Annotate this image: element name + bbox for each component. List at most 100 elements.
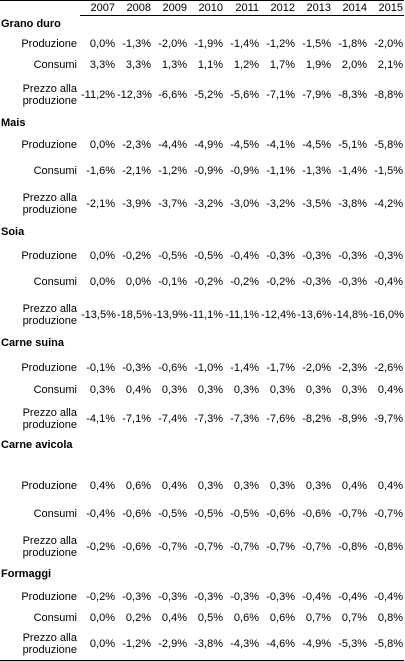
cell-value: -8,9% [338,412,367,425]
cell-value: -3,8% [194,638,223,651]
row-label: Prezzo alla produzione [22,534,77,559]
cell-value: -5,8% [374,138,403,151]
cell-value: 0,3% [233,384,259,396]
group-row: Carne suina [0,335,404,356]
data-row: Prezzo alla produzione -4,1% -7,1% -7,4% -7,… [0,401,404,437]
cell-value: -7,9% [302,88,331,101]
data-row: Produzione -0,2% -0,3% -0,3% -0,3% -0,3% -0,3%… [0,587,404,608]
row-label: Produzione [21,591,77,603]
cell-value: -14,8% [333,308,368,321]
cell-value: -7,3% [194,412,223,425]
data-row: Consumi -0,4% -0,6% -0,5% -0,5% -0,5% -0,6% -0,… [0,500,404,528]
cell-value: -2,0% [158,37,187,50]
cell-value: -8,3% [338,88,367,101]
group-row: Carne avicola [0,437,404,472]
cell-value: -9,7% [374,412,403,425]
row-label: Produzione [21,37,77,50]
cell-value: -5,3% [338,638,367,651]
cell-value: -4,5% [302,138,331,151]
cell-value: -5,1% [338,138,367,151]
cell-value: -0,8% [338,540,367,553]
cell-value: -4,9% [194,138,223,151]
data-row: Consumi 0,0% 0,0% -0,1% -0,2% -0,2% -0,2% -0,3%… [0,269,404,295]
cell-value: 0,4% [161,612,187,624]
cell-value: 2,0% [341,58,367,71]
cell-value: 0,7% [341,612,367,624]
cell-value: -4,3% [230,638,259,651]
cell-value: -0,4% [338,591,367,603]
data-row: Prezzo alla produzione -11,2% -12,3% -6,6% -… [0,75,404,115]
cell-value: -7,6% [266,412,295,425]
cell-value: -0,3% [230,591,259,603]
cell-value: -0,3% [122,361,151,374]
cell-value: -1,5% [302,37,331,50]
cell-value: -13,9% [153,308,188,321]
year-header: 2009 [152,0,188,16]
row-label: Consumi [33,612,77,624]
cell-value: -1,2% [122,638,151,651]
cell-value: 0,0% [89,275,115,288]
cell-value: -0,3% [158,591,187,603]
cell-value: 0,3% [197,384,223,396]
cell-value: -7,4% [158,412,187,425]
cell-value: 0,4% [125,384,151,396]
cell-value: -11,1% [189,308,224,321]
year-header: 2011 [224,0,260,16]
cell-value: -5,2% [194,88,223,101]
cell-value: -1,3% [302,164,331,177]
row-label: Consumi [33,275,77,288]
cell-value: -12,4% [261,308,296,321]
cell-value: -0,5% [194,507,223,520]
year-header: 2013 [296,0,332,16]
year-header: 2015 [368,0,404,16]
cell-value: 0,6% [269,612,295,624]
group-title: Carne suina [1,336,64,349]
cell-value: -1,4% [230,37,259,50]
cell-value: -0,1% [158,275,187,288]
cell-value: 0,3% [305,384,331,396]
cell-value: -0,4% [374,275,403,288]
cell-value: -5,8% [374,638,403,651]
data-row: Produzione 0,0% -2,3% -4,4% -4,9% -4,5% -4,1% -… [0,132,404,158]
cell-value: -1,5% [374,164,403,177]
cell-value: 0,3% [269,384,295,396]
cell-value: 0,6% [125,479,151,492]
row-label: Consumi [33,507,77,520]
group-row: Mais [0,115,404,132]
cell-value: -0,5% [230,507,259,520]
cell-value: -1,4% [338,164,367,177]
group-title: Soia [1,225,25,238]
cell-value: -4,1% [86,412,115,425]
cell-value: -0,5% [194,249,223,262]
cell-value: -3,9% [122,197,151,210]
cell-value: -4,1% [266,138,295,151]
row-label: Prezzo alla produzione [22,82,77,107]
cell-value: 0,3% [269,479,295,492]
data-row: Prezzo alla produzione -2,1% -3,9% -3,7% -3,… [0,184,404,224]
cell-value: -0,7% [194,540,223,553]
cell-value: -13,5% [81,308,116,321]
cell-value: -3,0% [230,197,259,210]
cell-value: -1,4% [230,361,259,374]
cell-value: -2,1% [86,197,115,210]
cell-value: -1,0% [194,361,223,374]
data-row: Consumi -1,6% -2,1% -1,2% -0,9% -0,9% -1,1% -1,… [0,158,404,184]
cell-value: 0,3% [233,479,259,492]
row-label: Prezzo alla produzione [22,406,77,431]
cell-value: -13,6% [297,308,332,321]
cell-value: -0,8% [374,540,403,553]
cell-value: -1,6% [86,164,115,177]
row-label: Produzione [21,138,77,151]
cell-value: -4,5% [230,138,259,151]
row-label: Prezzo alla produzione [22,191,77,216]
cell-value: 0,4% [377,384,403,396]
cell-value: 0,3% [341,384,367,396]
cell-value: -2,6% [374,361,403,374]
data-row: Prezzo alla produzione -0,2% -0,6% -0,7% -0,… [0,528,404,566]
cell-value: -1,2% [266,37,295,50]
cell-value: -0,5% [158,249,187,262]
cell-value: -1,1% [266,164,295,177]
cell-value: -4,2% [374,197,403,210]
cell-value: -1,3% [122,37,151,50]
